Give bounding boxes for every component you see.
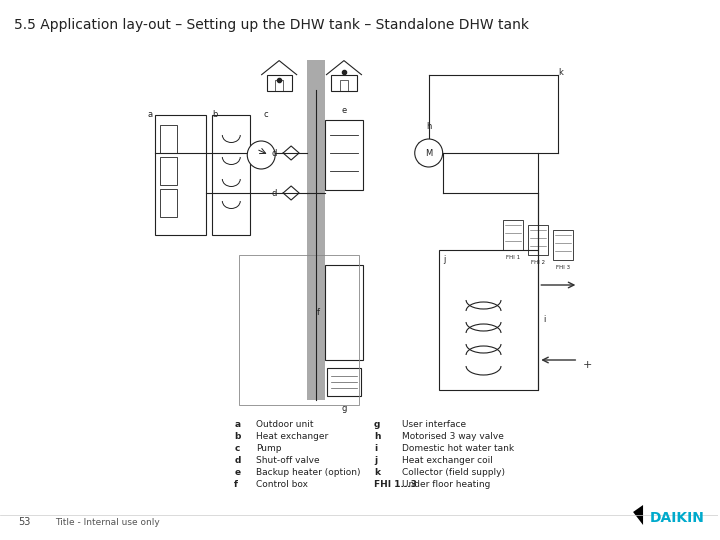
Text: e: e — [341, 106, 346, 115]
Text: Backup heater (option): Backup heater (option) — [256, 468, 361, 477]
Bar — [239, 255, 359, 405]
Bar — [266, 75, 292, 91]
Text: j: j — [444, 255, 446, 264]
Text: b: b — [212, 110, 217, 119]
Text: g: g — [341, 404, 346, 413]
Text: i: i — [544, 315, 546, 325]
Text: Domestic hot water tank: Domestic hot water tank — [402, 444, 514, 453]
Text: c: c — [264, 110, 268, 119]
Text: Outdoor unit: Outdoor unit — [256, 420, 314, 429]
Text: d: d — [271, 188, 277, 198]
Text: Under floor heating: Under floor heating — [402, 480, 490, 489]
Text: FHI 3: FHI 3 — [557, 265, 570, 270]
Text: i: i — [374, 444, 377, 453]
Text: f: f — [234, 480, 238, 489]
Bar — [438, 250, 539, 390]
Bar — [307, 60, 325, 400]
Text: h: h — [374, 432, 380, 441]
Text: FHI 1...3: FHI 1...3 — [374, 480, 417, 489]
Bar — [160, 189, 177, 217]
Bar — [528, 225, 549, 255]
Bar — [327, 368, 361, 396]
Text: j: j — [374, 456, 377, 465]
Text: DAIKIN: DAIKIN — [650, 511, 705, 525]
Text: a: a — [148, 110, 153, 119]
Text: h: h — [426, 122, 431, 131]
Text: Heat exchanger: Heat exchanger — [256, 432, 328, 441]
Circle shape — [247, 141, 275, 169]
Text: g: g — [374, 420, 380, 429]
Text: d: d — [271, 148, 277, 158]
Text: Control box: Control box — [256, 480, 308, 489]
Text: Shut-off valve: Shut-off valve — [256, 456, 320, 465]
Polygon shape — [633, 505, 643, 525]
Bar — [325, 265, 363, 360]
Text: k: k — [374, 468, 380, 477]
Text: a: a — [234, 420, 240, 429]
Text: User interface: User interface — [402, 420, 466, 429]
Text: d: d — [234, 456, 240, 465]
Bar — [212, 115, 251, 235]
Text: +: + — [583, 360, 593, 370]
Text: k: k — [558, 68, 563, 77]
Text: FHI 2: FHI 2 — [531, 260, 546, 265]
Text: e: e — [234, 468, 240, 477]
Bar — [503, 220, 523, 250]
Bar — [325, 120, 363, 190]
Bar — [155, 115, 207, 235]
Bar — [160, 125, 177, 153]
Bar — [554, 230, 573, 260]
Text: M: M — [425, 148, 432, 158]
Text: Title - Internal use only: Title - Internal use only — [55, 518, 160, 527]
Text: Collector (field supply): Collector (field supply) — [402, 468, 505, 477]
Circle shape — [415, 139, 443, 167]
Text: b: b — [234, 432, 240, 441]
Text: Pump: Pump — [256, 444, 282, 453]
Text: FHI 1: FHI 1 — [506, 255, 521, 260]
Bar — [275, 80, 283, 91]
Text: Motorised 3 way valve: Motorised 3 way valve — [402, 432, 504, 441]
Bar — [160, 157, 177, 185]
Bar — [331, 75, 356, 91]
Text: c: c — [234, 444, 240, 453]
Bar — [340, 80, 348, 91]
Text: 53: 53 — [18, 517, 30, 527]
Text: 5.5 Application lay-out – Setting up the DHW tank – Standalone DHW tank: 5.5 Application lay-out – Setting up the… — [14, 18, 529, 32]
Text: f: f — [317, 308, 320, 317]
Text: Heat exchanger coil: Heat exchanger coil — [402, 456, 492, 465]
